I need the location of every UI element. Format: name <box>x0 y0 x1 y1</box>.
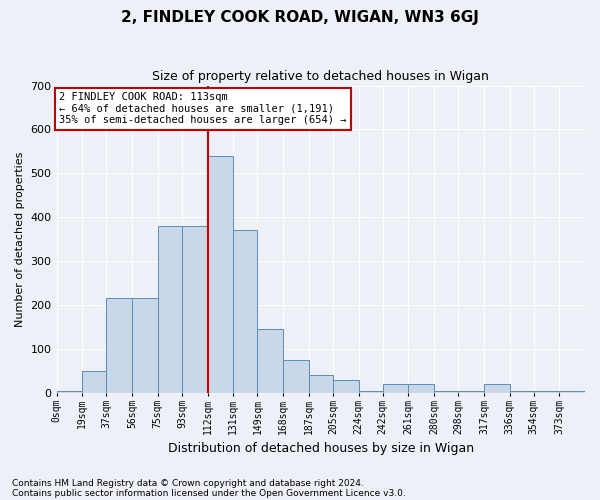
Text: 2 FINDLEY COOK ROAD: 113sqm
← 64% of detached houses are smaller (1,191)
35% of : 2 FINDLEY COOK ROAD: 113sqm ← 64% of det… <box>59 92 347 126</box>
Bar <box>233 230 257 393</box>
Y-axis label: Number of detached properties: Number of detached properties <box>15 152 25 327</box>
Bar <box>283 360 308 393</box>
Bar <box>509 390 534 393</box>
Text: 2, FINDLEY COOK ROAD, WIGAN, WN3 6GJ: 2, FINDLEY COOK ROAD, WIGAN, WN3 6GJ <box>121 10 479 25</box>
Bar <box>208 156 233 393</box>
Bar <box>458 390 484 393</box>
Bar <box>559 390 585 393</box>
Bar <box>409 384 434 393</box>
X-axis label: Distribution of detached houses by size in Wigan: Distribution of detached houses by size … <box>168 442 474 455</box>
Title: Size of property relative to detached houses in Wigan: Size of property relative to detached ho… <box>152 70 489 83</box>
Bar <box>383 384 409 393</box>
Bar <box>333 380 359 393</box>
Bar <box>308 376 333 393</box>
Bar <box>132 298 158 393</box>
Bar <box>484 384 509 393</box>
Bar <box>359 390 383 393</box>
Bar <box>257 329 283 393</box>
Bar <box>56 390 82 393</box>
Bar <box>534 390 559 393</box>
Text: Contains HM Land Registry data © Crown copyright and database right 2024.: Contains HM Land Registry data © Crown c… <box>12 478 364 488</box>
Bar <box>158 226 182 393</box>
Bar <box>182 226 208 393</box>
Text: Contains public sector information licensed under the Open Government Licence v3: Contains public sector information licen… <box>12 488 406 498</box>
Bar <box>106 298 132 393</box>
Bar <box>82 371 106 393</box>
Bar <box>434 390 458 393</box>
